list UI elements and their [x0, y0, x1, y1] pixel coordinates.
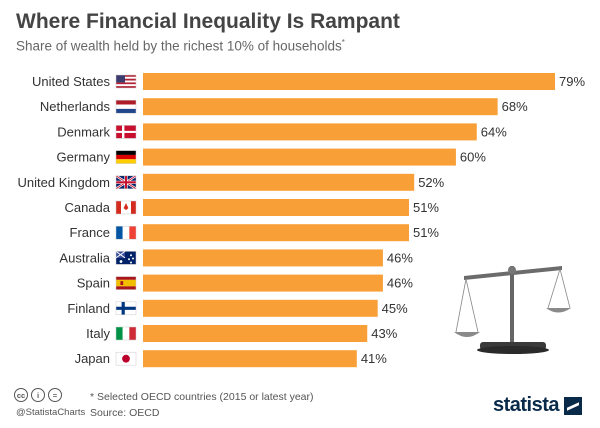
- bar: [143, 325, 368, 342]
- statista-wordmark: statista: [492, 394, 560, 416]
- bar: [143, 249, 383, 267]
- bar-chart: United States 79% Netherlands 68% Denmark 64%…: [18, 73, 585, 368]
- category-label: Japan: [75, 351, 110, 366]
- bar: [143, 299, 378, 317]
- value-label: 79%: [559, 74, 585, 89]
- flag-ca-icon: [115, 200, 137, 215]
- flag-dk-icon: [115, 125, 137, 139]
- category-label: Australia: [59, 250, 110, 265]
- bar: [143, 173, 415, 191]
- flag-nl-icon: [115, 99, 137, 114]
- value-label: 45%: [382, 301, 408, 316]
- value-label: 64%: [481, 124, 507, 139]
- bar: [143, 224, 409, 242]
- category-label: Netherlands: [40, 99, 111, 114]
- value-label: 68%: [502, 99, 528, 114]
- bar: [143, 148, 456, 166]
- bar: [143, 73, 555, 90]
- category-label: France: [70, 225, 110, 240]
- flag-gb-icon: [115, 174, 137, 190]
- value-label: 51%: [413, 225, 439, 240]
- source-note: Source: OECD: [90, 407, 160, 419]
- statista-logo: statista: [493, 394, 582, 417]
- category-label: Denmark: [57, 124, 110, 139]
- value-label: 43%: [371, 326, 397, 341]
- flag-fr-icon: [115, 225, 137, 240]
- flag-jp-icon: [115, 351, 137, 366]
- flag-fi-icon: [115, 301, 137, 316]
- balance-scale-icon: [454, 266, 571, 354]
- category-label: United Kingdom: [18, 175, 111, 190]
- category-label: Italy: [86, 326, 110, 341]
- category-label: Germany: [57, 150, 111, 165]
- category-label: Finland: [67, 301, 110, 316]
- category-label: United States: [32, 74, 111, 89]
- statista-charts-credit: @StatistaCharts: [16, 407, 86, 418]
- value-label: 51%: [413, 200, 439, 215]
- flag-de-icon: [115, 150, 137, 164]
- flag-it-icon: [115, 326, 137, 341]
- value-label: 41%: [361, 351, 387, 366]
- attribution-icon: i: [31, 388, 45, 402]
- value-label: 52%: [418, 175, 444, 190]
- creative-commons-icon: cc: [14, 388, 28, 402]
- chart-title: Where Financial Inequality Is Rampant: [16, 10, 400, 33]
- bar: [143, 123, 477, 141]
- value-label: 46%: [387, 276, 413, 291]
- footnote: * Selected OECD countries (2015 or lates…: [90, 391, 314, 403]
- bar: [143, 199, 409, 216]
- flag-au-icon: [115, 250, 137, 265]
- statista-logo-icon: [564, 396, 582, 415]
- bar: [143, 350, 357, 368]
- no-derivatives-icon: =: [48, 388, 62, 402]
- subtitle-footnote-marker: *: [341, 38, 345, 47]
- category-label: Spain: [77, 276, 110, 291]
- flag-us-icon: [115, 74, 137, 89]
- bar: [143, 98, 498, 116]
- value-label: 60%: [460, 150, 486, 165]
- license-icons: cc i =: [14, 388, 62, 402]
- flag-es-icon: [115, 276, 137, 290]
- value-label: 46%: [387, 250, 413, 265]
- category-label: Canada: [64, 200, 110, 215]
- bar: [143, 274, 383, 292]
- chart-subtitle: Share of wealth held by the richest 10% …: [16, 38, 345, 54]
- subtitle-text: Share of wealth held by the richest 10% …: [16, 38, 342, 54]
